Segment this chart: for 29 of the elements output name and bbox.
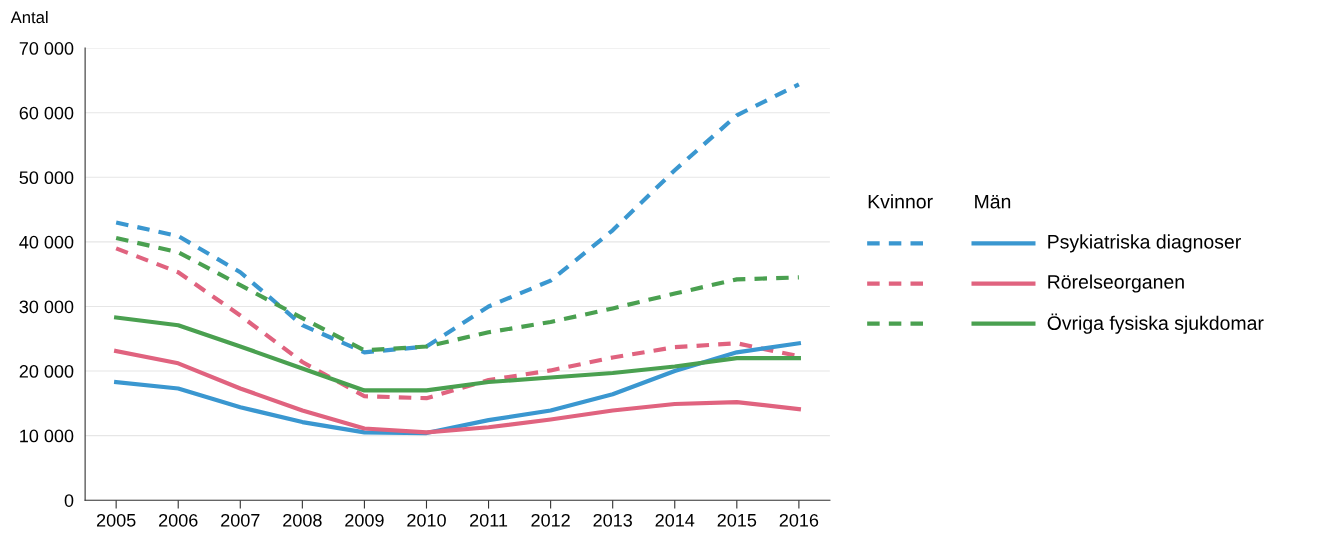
x-tick-label: 2011 <box>470 513 508 527</box>
y-tick-label: 60 000 <box>19 106 74 120</box>
y-tick-label: 0 <box>64 494 74 507</box>
y-tick-label: 20 000 <box>19 365 74 378</box>
line-series <box>114 235 801 353</box>
y-tick-label: 10 000 <box>20 429 74 443</box>
x-tick-label: 2010 <box>407 513 446 527</box>
legend-label: Övriga fysiska sjukdomar <box>1047 313 1264 334</box>
x-tick-label: 2016 <box>779 513 819 527</box>
text: Män <box>975 194 1011 209</box>
legend-label: Psykiatriska diagnoser <box>1048 234 1241 253</box>
y-tick-label: 40 000 <box>19 235 74 249</box>
text: Kvinnor <box>868 194 933 209</box>
x-tick-label: 2012 <box>531 513 570 527</box>
x-tick-label: 2007 <box>221 513 260 527</box>
y-tick-label: 70 000 <box>19 42 74 55</box>
legend-label: Rörelseorganen <box>1048 274 1184 293</box>
x-tick-label: 2014 <box>655 513 695 527</box>
x-tick-label: 2009 <box>345 513 384 527</box>
line-series <box>114 315 801 393</box>
y-axis-title: Antal <box>10 10 48 24</box>
y-tick-label: 50 000 <box>19 171 74 185</box>
x-tick-label: 2005 <box>96 513 136 527</box>
x-tick-label: 2015 <box>717 513 757 527</box>
x-tick-label: 2008 <box>283 513 322 527</box>
x-tick-label: 2006 <box>159 513 198 527</box>
x-tick-label: 2013 <box>593 513 632 527</box>
line-series <box>114 82 801 355</box>
y-tick-label: 30 000 <box>19 300 74 314</box>
